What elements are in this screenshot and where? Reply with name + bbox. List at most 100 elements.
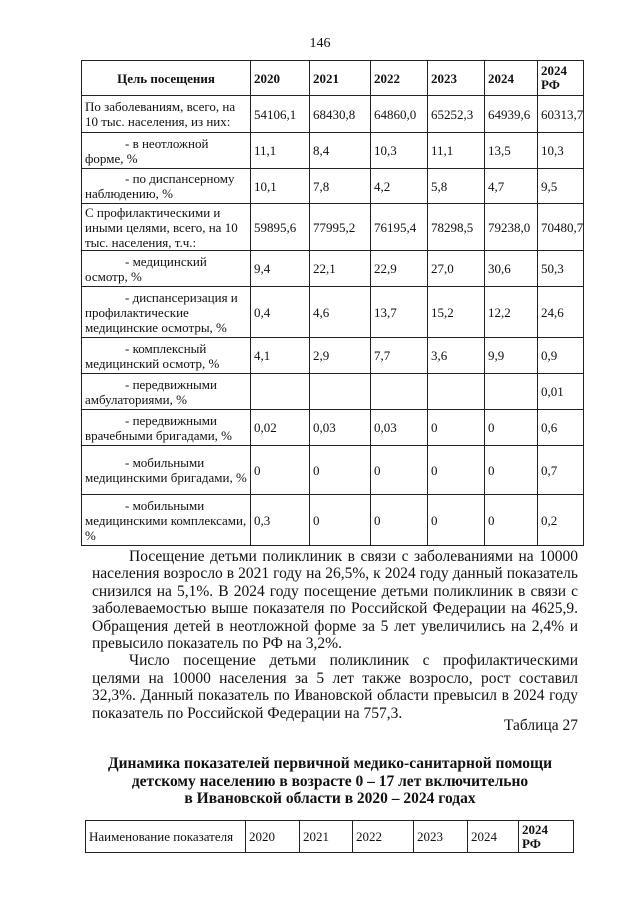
cell-value — [309, 373, 371, 410]
cell-value: 4,6 — [309, 286, 371, 338]
cell-value: 4,2 — [370, 168, 428, 204]
cell-value: 0,02 — [250, 409, 310, 446]
cell-value: 65252,3 — [427, 95, 485, 133]
table-row: - по диспансерному наблюдению, % 10,1 7,8 4… — [81, 168, 584, 204]
cell-value: 8,4 — [309, 132, 371, 169]
column-header-year: 2024 РФ — [537, 60, 584, 96]
cell-value: 10,1 — [250, 168, 310, 204]
table-title-line: детскому населению в возрасте 0 – 17 лет… — [131, 772, 529, 790]
row-label: - мобильными медицинскими бригадами, % — [81, 445, 251, 495]
cell-value: 9,5 — [537, 168, 584, 204]
cell-value: 11,1 — [427, 132, 485, 169]
cell-value: 59895,6 — [250, 203, 310, 251]
cell-value: 0 — [250, 445, 310, 495]
cell-value: 3,6 — [427, 337, 485, 374]
cell-value: 0,01 — [537, 373, 584, 410]
paragraph: Посещение детьми поликлиник в связи с за… — [92, 548, 578, 653]
cell-value: 22,9 — [370, 250, 428, 287]
cell-value: 27,0 — [427, 250, 485, 287]
cell-value: 9,4 — [250, 250, 310, 287]
cell-value: 68430,8 — [309, 95, 371, 133]
cell-value: 0 — [370, 494, 428, 546]
column-header-year: 2024 — [484, 60, 538, 96]
column-header-year: 2021 — [299, 820, 353, 853]
cell-value: 2,9 — [309, 337, 371, 374]
indicators-table: Наименование показателя 2020 2021 2022 2023 2… — [85, 820, 574, 853]
cell-value: 77995,2 — [309, 203, 371, 251]
row-label: - комплексный медицинский осмотр, % — [81, 337, 251, 374]
cell-value: 78298,5 — [427, 203, 485, 251]
table-row: - мобильными медицинскими комплексами, %… — [81, 494, 584, 546]
cell-value: 0 — [484, 445, 538, 495]
cell-value: 7,8 — [309, 168, 371, 204]
cell-value: 4,1 — [250, 337, 310, 374]
cell-value: 5,8 — [427, 168, 485, 204]
row-label: - по диспансерному наблюдению, % — [81, 168, 251, 204]
column-header-year: 2021 — [309, 60, 371, 96]
row-label: - мобильными медицинскими комплексами, % — [81, 494, 251, 546]
row-label: - диспансеризация и профилактические мед… — [81, 286, 251, 338]
cell-value: 0 — [484, 409, 538, 446]
cell-value — [484, 373, 538, 410]
cell-value: 70480,7 — [537, 203, 584, 251]
cell-value: 64939,6 — [484, 95, 538, 133]
cell-value: 0 — [427, 409, 485, 446]
cell-value: 79238,0 — [484, 203, 538, 251]
cell-value: 11,1 — [250, 132, 310, 169]
row-label: По заболеваниям, всего, на 10 тыс. насел… — [81, 95, 251, 133]
visits-table: Цель посещения 2020 2021 2022 2023 2024 2024 Р… — [81, 60, 584, 546]
cell-value: 4,7 — [484, 168, 538, 204]
column-header-year: 2020 — [245, 820, 300, 853]
cell-value: 0,9 — [537, 337, 584, 374]
body-text: Посещение детьми поликлиник в связи с за… — [92, 548, 578, 722]
cell-value: 0,7 — [537, 445, 584, 495]
cell-value: 54106,1 — [250, 95, 310, 133]
cell-value: 64860,0 — [370, 95, 428, 133]
table-row: - мобильными медицинскими бригадами, % 0 0… — [81, 445, 584, 495]
table-row: - передвижными врачебными бригадами, % 0,… — [81, 409, 584, 446]
cell-value: 10,3 — [370, 132, 428, 169]
column-header-year: 2024 — [467, 820, 519, 853]
cell-value: 12,2 — [484, 286, 538, 338]
column-header-year: 2020 — [250, 60, 310, 96]
column-header-year: 2022 — [352, 820, 414, 853]
cell-value: 0,03 — [309, 409, 371, 446]
cell-value: 60313,7 — [537, 95, 584, 133]
cell-value: 0 — [370, 445, 428, 495]
cell-value: 0,4 — [250, 286, 310, 338]
cell-value — [370, 373, 428, 410]
cell-value: 50,3 — [537, 250, 584, 287]
table-caption: Таблица 27 — [503, 717, 578, 734]
column-header-indicator: Наименование показателя — [85, 820, 246, 853]
row-label: - в неотложной форме, % — [81, 132, 251, 169]
table-title-line: в Ивановской области в 2020 – 2024 годах — [184, 790, 476, 807]
column-header-purpose: Цель посещения — [81, 60, 251, 96]
column-header-year: 2024 РФ — [518, 820, 574, 853]
row-label: - передвижными амбулаториями, % — [81, 373, 251, 410]
table-row: По заболеваниям, всего, на 10 тыс. насел… — [81, 95, 584, 133]
table-row: - диспансеризация и профилактические мед… — [81, 286, 584, 338]
cell-value: 22,1 — [309, 250, 371, 287]
cell-value: 0,2 — [537, 494, 584, 546]
table-row: - медицинский осмотр, % 9,4 22,1 22,9 27,0 30… — [81, 250, 584, 287]
cell-value: 9,9 — [484, 337, 538, 374]
cell-value — [250, 373, 310, 410]
table-row: - передвижными амбулаториями, % 0,01 — [81, 373, 584, 410]
table-title: Динамика показателей первичной медико-са… — [80, 755, 580, 808]
row-label: С профилактическими и иными целями, всег… — [81, 203, 251, 251]
cell-value: 10,3 — [537, 132, 584, 169]
cell-value: 30,6 — [484, 250, 538, 287]
table-row: - в неотложной форме, % 11,1 8,4 10,3 11,1 13… — [81, 132, 584, 169]
cell-value: 0,3 — [250, 494, 310, 546]
cell-value: 7,7 — [370, 337, 428, 374]
cell-value — [427, 373, 485, 410]
cell-value: 0 — [309, 445, 371, 495]
column-header-year: 2023 — [427, 60, 485, 96]
page-number: 146 — [309, 36, 331, 51]
cell-value: 0 — [484, 494, 538, 546]
cell-value: 0 — [309, 494, 371, 546]
table-row: С профилактическими и иными целями, всег… — [81, 203, 584, 251]
table-title-line: Динамика показателей первичной медико-са… — [107, 755, 553, 772]
cell-value: 24,6 — [537, 286, 584, 338]
cell-value: 13,5 — [484, 132, 538, 169]
